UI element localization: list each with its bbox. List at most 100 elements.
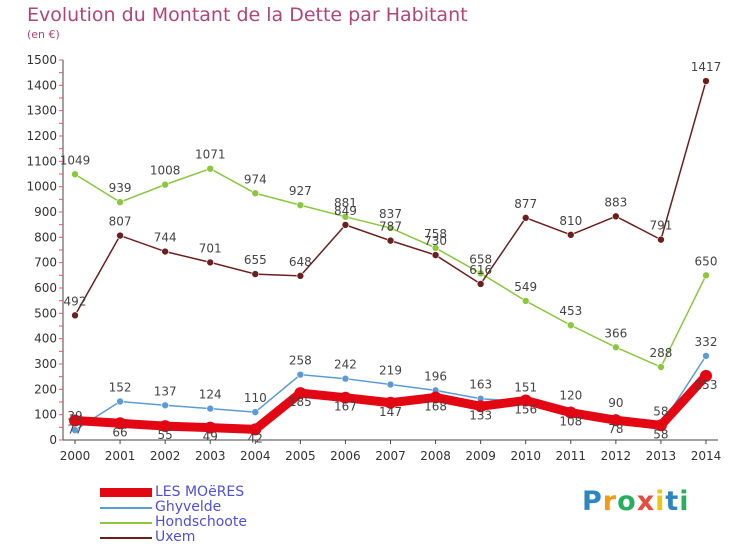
y-tick-label: 600 [34,281,57,295]
data-label: 42 [248,431,263,445]
x-tick-label: 2008 [420,449,451,463]
data-point [564,406,577,419]
legend-label: LES MOëRES [155,484,245,500]
logo-letter: o [617,486,637,517]
data-point [251,408,260,416]
data-label: 939 [109,181,132,195]
data-point [161,247,169,256]
data-label: 332 [695,335,718,349]
x-tick-label: 2013 [646,449,677,463]
y-tick-label: 200 [34,382,57,396]
y-tick-label: 400 [34,332,57,346]
data-point [116,397,124,406]
x-tick-label: 2000 [60,449,91,463]
data-label: 137 [154,384,177,398]
data-label: 650 [695,254,718,268]
data-label: 927 [289,184,312,198]
data-point [251,189,260,198]
data-point [386,224,395,232]
data-point [294,387,307,400]
data-label: 758 [424,227,447,241]
data-label: 110 [244,391,267,405]
data-label: 453 [559,304,582,318]
legend-swatch [100,522,152,524]
data-point [206,404,215,413]
data-label: 124 [199,388,222,402]
data-label: 152 [109,380,132,394]
data-point [476,269,485,278]
x-tick-label: 2004 [240,449,271,463]
data-point [429,391,442,404]
x-tick-label: 2012 [601,449,632,463]
data-point [386,380,395,389]
data-point [341,221,350,229]
data-label: 196 [424,369,447,383]
data-point [159,420,172,433]
data-label: 185 [289,395,312,409]
y-tick-label: 1400 [26,78,57,92]
data-point [206,258,215,267]
y-tick-label: 800 [34,230,57,244]
data-point [116,198,124,206]
data-point [206,164,215,173]
data-label: 242 [334,358,357,372]
data-point [476,280,485,288]
data-label: 108 [559,415,582,429]
data-label: 39 [67,409,82,423]
data-point [657,363,665,371]
data-point [702,77,710,85]
debt-line-chart: 0 100 200 300 400 500 600 700 800 900 1000 1100 1200… [26,53,722,463]
data-label: 974 [244,172,267,186]
data-point [204,421,217,434]
data-label: 151 [514,381,537,395]
data-label: 837 [379,207,402,221]
data-label: 168 [424,399,447,413]
logo-letter: t [665,486,680,517]
y-tick-label: 1300 [26,104,57,118]
series-uxem [71,77,710,320]
proxiti-logo: Proxiti [582,486,690,517]
data-point [386,236,395,245]
logo-letter: P [582,486,603,517]
data-point [71,426,79,434]
data-point [431,251,440,259]
logo-letter: i [655,486,666,517]
data-label: 701 [199,241,222,255]
data-label: 877 [514,197,537,211]
data-label: 147 [379,405,402,419]
data-point [566,231,575,239]
data-point [161,180,169,189]
data-label: 807 [109,215,132,229]
data-point [341,213,350,221]
data-label: 787 [379,220,402,234]
logo-letter: i [679,486,690,517]
data-point [566,321,575,330]
y-tick-label: 700 [34,256,57,270]
data-point [609,414,622,427]
data-point [521,297,530,305]
data-label: 288 [649,346,672,360]
data-label: 881 [334,196,357,210]
x-tick-label: 2014 [691,449,722,463]
legend-swatch [100,507,152,509]
y-tick-label: 300 [34,357,57,371]
data-point [474,400,487,413]
data-point [612,343,620,352]
y-tick-label: 100 [34,408,57,422]
data-label: 49 [203,430,218,444]
data-label: 655 [244,253,267,267]
data-point [296,370,305,379]
data-label: 730 [424,234,447,248]
data-point [341,374,350,383]
data-point [654,419,667,432]
data-label: 791 [649,219,672,233]
data-label: 90 [608,396,623,410]
x-tick-label: 2002 [150,449,181,463]
data-label: 366 [604,326,627,340]
data-label: 77 [67,422,82,436]
data-point [519,394,532,407]
data-point [384,396,397,409]
data-point [702,271,710,280]
data-label: 219 [379,364,402,378]
y-tick-label: 1000 [26,180,57,194]
